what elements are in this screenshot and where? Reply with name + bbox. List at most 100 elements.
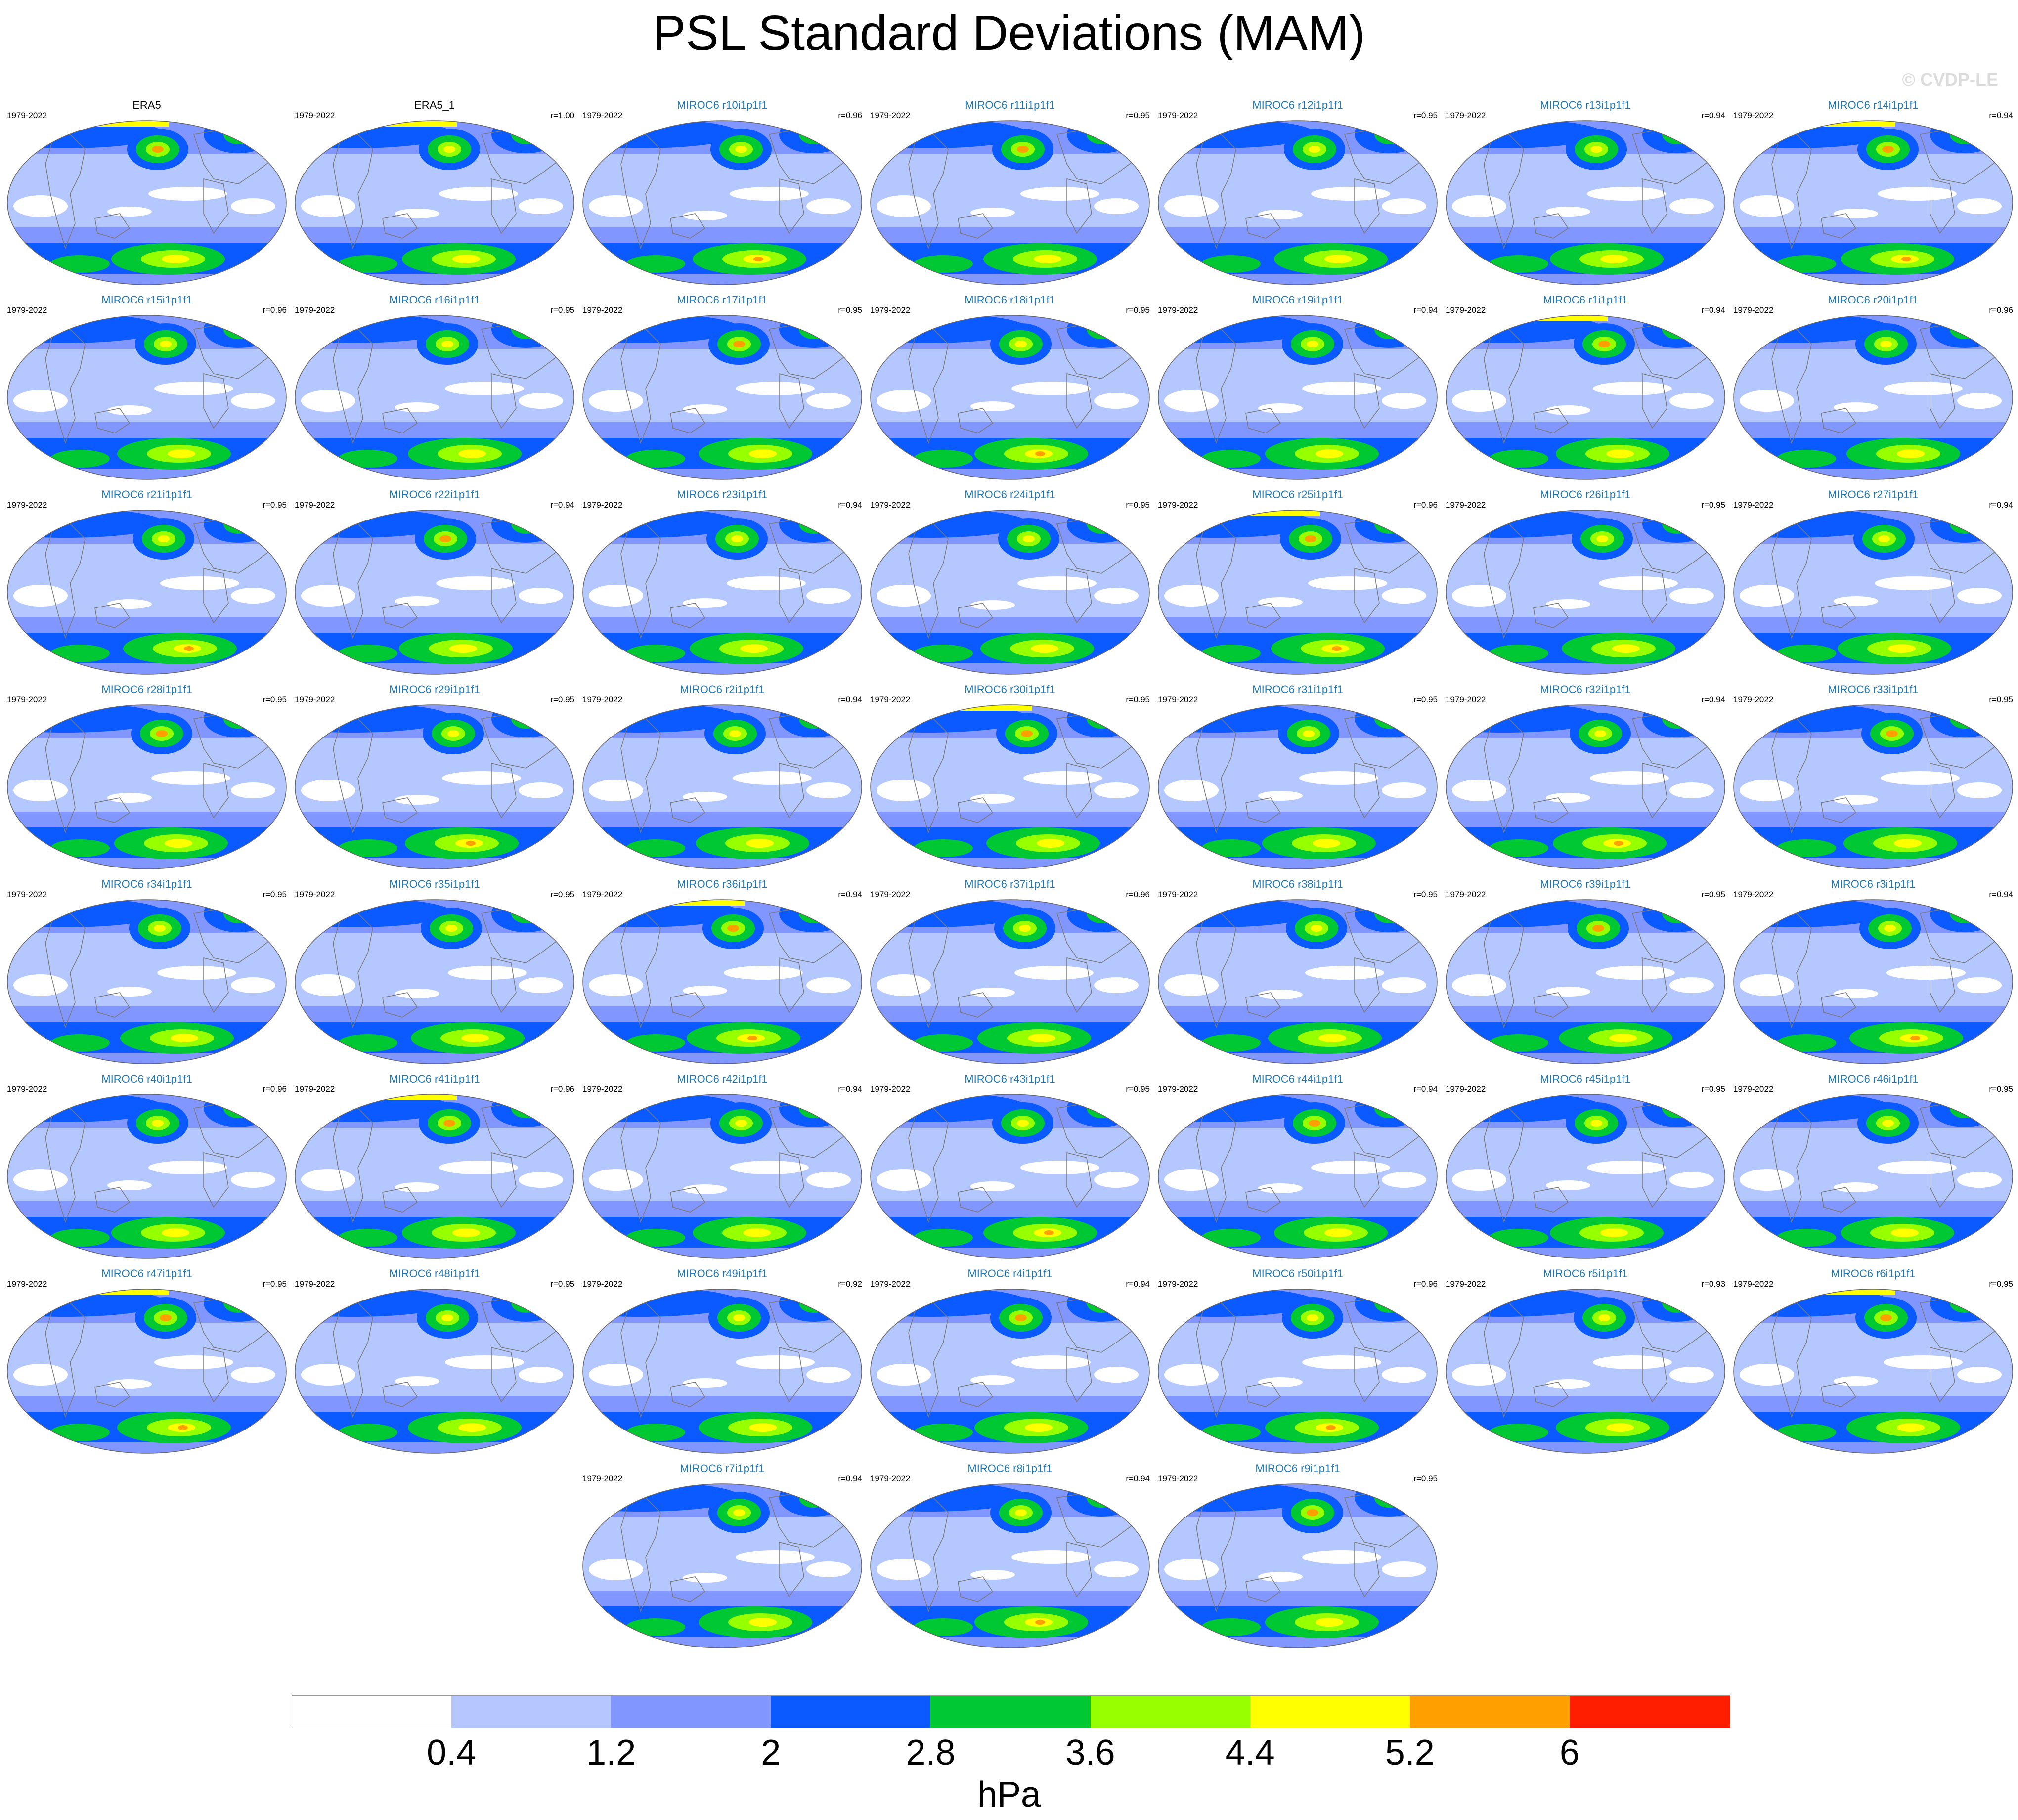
panel-title: MIROC6 r47i1p1f1 xyxy=(101,1267,192,1280)
global-map xyxy=(582,510,862,675)
map-panel: MIROC6 r39i1p1f1 1979-2022 r=0.95 xyxy=(1445,878,1726,1066)
panel-correlation: r=0.96 xyxy=(263,1084,287,1094)
panel-title: MIROC6 r9i1p1f1 xyxy=(1255,1462,1340,1474)
panel-years: 1979-2022 xyxy=(1158,500,1198,510)
panel-title: MIROC6 r43i1p1f1 xyxy=(965,1073,1055,1085)
panel-years: 1979-2022 xyxy=(582,1474,623,1483)
global-map xyxy=(1446,899,1725,1064)
map-panel: MIROC6 r16i1p1f1 1979-2022 r=0.95 xyxy=(294,294,575,481)
panel-correlation: r=0.96 xyxy=(1126,890,1150,899)
colorbar-segment xyxy=(930,1695,1091,1728)
panel-years: 1979-2022 xyxy=(295,500,335,510)
panel-title: MIROC6 r35i1p1f1 xyxy=(389,878,480,890)
global-map xyxy=(7,315,287,480)
panel-years: 1979-2022 xyxy=(870,890,911,899)
panel-years: 1979-2022 xyxy=(1158,305,1198,315)
map-panel: ERA5 1979-2022 xyxy=(6,99,288,287)
colorbar-segment xyxy=(1409,1695,1570,1728)
global-map xyxy=(1158,899,1438,1064)
panel-correlation: r=0.92 xyxy=(838,1279,862,1289)
global-map xyxy=(1446,120,1725,285)
panel-title: MIROC6 r26i1p1f1 xyxy=(1540,488,1631,501)
map-panel: MIROC6 r22i1p1f1 1979-2022 r=0.94 xyxy=(294,488,575,676)
panel-correlation: r=0.94 xyxy=(1701,305,1725,315)
map-panel: MIROC6 r18i1p1f1 1979-2022 r=0.95 xyxy=(869,294,1151,481)
panel-correlation: r=0.94 xyxy=(1701,111,1725,120)
global-map xyxy=(1446,704,1725,869)
map-panel: MIROC6 r41i1p1f1 1979-2022 r=0.96 xyxy=(294,1073,575,1260)
panel-title: MIROC6 r48i1p1f1 xyxy=(389,1267,480,1280)
panel-correlation: r=0.94 xyxy=(1701,695,1725,704)
global-map xyxy=(1733,510,2013,675)
panel-years: 1979-2022 xyxy=(1158,1279,1198,1289)
global-map xyxy=(1733,1094,2013,1259)
panel-correlation: r=0.95 xyxy=(1989,1279,2013,1289)
map-panel: MIROC6 r17i1p1f1 1979-2022 r=0.95 xyxy=(581,294,863,481)
global-map xyxy=(870,315,1150,480)
map-panel: MIROC6 r7i1p1f1 1979-2022 r=0.94 xyxy=(581,1462,863,1650)
panel-years: 1979-2022 xyxy=(582,695,623,704)
map-panel: MIROC6 r27i1p1f1 1979-2022 r=0.94 xyxy=(1732,488,2014,676)
panel-years: 1979-2022 xyxy=(870,695,911,704)
panel-title: MIROC6 r37i1p1f1 xyxy=(965,878,1055,890)
global-map xyxy=(1158,315,1438,480)
panel-title: MIROC6 r45i1p1f1 xyxy=(1540,1073,1631,1085)
panel-title: ERA5 xyxy=(132,99,161,111)
panel-title: ERA5_1 xyxy=(414,99,455,111)
panel-correlation: r=0.95 xyxy=(1413,890,1438,899)
map-panel: MIROC6 r29i1p1f1 1979-2022 r=0.95 xyxy=(294,683,575,871)
panel-title: MIROC6 r15i1p1f1 xyxy=(101,294,192,306)
panel-title: MIROC6 r28i1p1f1 xyxy=(101,683,192,695)
map-panel: MIROC6 r50i1p1f1 1979-2022 r=0.96 xyxy=(1157,1267,1439,1455)
panel-correlation: r=0.94 xyxy=(1126,1279,1150,1289)
panel-correlation: r=0.95 xyxy=(550,1279,574,1289)
panel-title: MIROC6 r1i1p1f1 xyxy=(1543,294,1628,306)
panel-correlation: r=0.94 xyxy=(838,1084,862,1094)
panel-correlation: r=0.95 xyxy=(1126,305,1150,315)
panel-title: MIROC6 r16i1p1f1 xyxy=(389,294,480,306)
panel-years: 1979-2022 xyxy=(870,500,911,510)
map-panel: MIROC6 r47i1p1f1 1979-2022 r=0.95 xyxy=(6,1267,288,1455)
global-map xyxy=(582,704,862,869)
panel-years: 1979-2022 xyxy=(1158,111,1198,120)
panel-title: MIROC6 r50i1p1f1 xyxy=(1252,1267,1343,1280)
global-map xyxy=(1733,1289,2013,1454)
map-panel: MIROC6 r44i1p1f1 1979-2022 r=0.94 xyxy=(1157,1073,1439,1260)
map-panel: MIROC6 r14i1p1f1 1979-2022 r=0.94 xyxy=(1732,99,2014,287)
colorbar-tick-label: 2 xyxy=(761,1733,781,1773)
panel-years: 1979-2022 xyxy=(582,1084,623,1094)
panel-correlation: r=0.95 xyxy=(1126,500,1150,510)
panel-years: 1979-2022 xyxy=(295,1084,335,1094)
panel-title: MIROC6 r49i1p1f1 xyxy=(677,1267,768,1280)
panel-correlation: r=0.94 xyxy=(838,890,862,899)
panel-title: MIROC6 r3i1p1f1 xyxy=(1831,878,1916,890)
panel-title: MIROC6 r44i1p1f1 xyxy=(1252,1073,1343,1085)
panel-correlation: r=0.96 xyxy=(1413,500,1438,510)
panel-title: MIROC6 r42i1p1f1 xyxy=(677,1073,768,1085)
panel-correlation: r=0.95 xyxy=(550,695,574,704)
panel-years: 1979-2022 xyxy=(7,695,47,704)
map-panel: MIROC6 r34i1p1f1 1979-2022 r=0.95 xyxy=(6,878,288,1066)
map-panel: MIROC6 r15i1p1f1 1979-2022 r=0.96 xyxy=(6,294,288,481)
panel-years: 1979-2022 xyxy=(870,111,911,120)
map-panel: MIROC6 r28i1p1f1 1979-2022 r=0.95 xyxy=(6,683,288,871)
panel-title: MIROC6 r2i1p1f1 xyxy=(680,683,765,695)
colorbar xyxy=(292,1695,1730,1730)
map-panel: MIROC6 r10i1p1f1 1979-2022 r=0.96 xyxy=(581,99,863,287)
global-map xyxy=(582,120,862,285)
panel-correlation: r=0.96 xyxy=(1989,305,2013,315)
global-map xyxy=(7,1094,287,1259)
panel-years: 1979-2022 xyxy=(1446,500,1486,510)
panel-title: MIROC6 r36i1p1f1 xyxy=(677,878,768,890)
panel-correlation: r=0.94 xyxy=(1989,890,2013,899)
map-panel: MIROC6 r1i1p1f1 1979-2022 r=0.94 xyxy=(1445,294,1726,481)
panel-years: 1979-2022 xyxy=(582,890,623,899)
panel-title: MIROC6 r30i1p1f1 xyxy=(965,683,1055,695)
panel-years: 1979-2022 xyxy=(7,111,47,120)
map-panel: MIROC6 r35i1p1f1 1979-2022 r=0.95 xyxy=(294,878,575,1066)
panel-title: MIROC6 r13i1p1f1 xyxy=(1540,99,1631,111)
panel-years: 1979-2022 xyxy=(295,890,335,899)
panel-correlation: r=0.94 xyxy=(550,500,574,510)
map-panel: MIROC6 r11i1p1f1 1979-2022 r=0.95 xyxy=(869,99,1151,287)
map-panel: MIROC6 r26i1p1f1 1979-2022 r=0.95 xyxy=(1445,488,1726,676)
